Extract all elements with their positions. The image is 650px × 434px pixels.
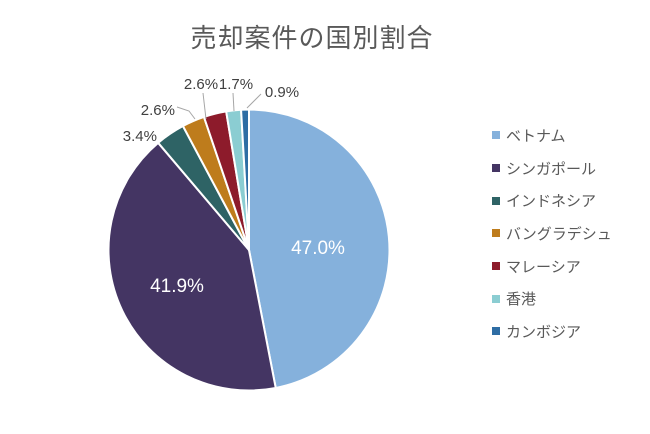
legend-label-singapore: シンガポール [506, 160, 597, 178]
legend-label-indonesia: インドネシア [506, 193, 597, 211]
legend-swatch-indonesia [492, 196, 500, 205]
pie-slice-singapore [107, 141, 277, 392]
legend-item-cambodia: カンボジア [492, 315, 612, 348]
legend-item-singapore: シンガポール [492, 152, 612, 185]
data-label-cambodia: 0.9% [265, 84, 299, 101]
leader-line-cambodia [246, 93, 262, 109]
data-label-bangladesh: 2.6% [141, 102, 175, 119]
legend-label-vietnam: ベトナム [506, 127, 566, 145]
leader-line-bangladesh [176, 106, 196, 120]
legend-swatch-hongkong [492, 294, 500, 303]
data-label-vietnam: 47.0% [291, 238, 345, 259]
pie-slice-vietnam [248, 108, 391, 389]
data-label-hongkong: 1.7% [219, 76, 253, 93]
chart-title: 売却案件の国別割合 [190, 23, 434, 53]
leader-line-malaysia [202, 92, 207, 120]
data-label-singapore: 41.9% [150, 276, 204, 297]
legend-swatch-cambodia [492, 327, 500, 336]
legend-item-malaysia: マレーシア [492, 250, 612, 283]
legend-label-hongkong: 香港 [506, 291, 537, 309]
pie-slice-cambodia [240, 108, 250, 251]
legend-swatch-vietnam [492, 131, 500, 140]
legend-item-vietnam: ベトナム [492, 119, 612, 152]
data-label-malaysia: 2.6% [184, 76, 218, 93]
legend-swatch-bangladesh [492, 229, 500, 238]
legend-label-cambodia: カンボジア [506, 323, 582, 341]
legend-item-indonesia: インドネシア [492, 184, 612, 217]
legend-swatch-malaysia [492, 262, 500, 271]
legend-item-hongkong: 香港 [492, 282, 612, 315]
legend-label-malaysia: マレーシア [506, 258, 581, 276]
leader-line-hongkong [232, 92, 235, 112]
data-label-indonesia: 3.4% [123, 128, 157, 145]
legend-item-bangladesh: バングラデシュ [492, 217, 612, 250]
chart-legend: ベトナムシンガポール インドネシア バングラデシュ マレーシア香港カンボジア [492, 119, 612, 348]
legend-swatch-singapore [492, 164, 500, 173]
legend-label-bangladesh: バングラデシュ [506, 225, 612, 243]
